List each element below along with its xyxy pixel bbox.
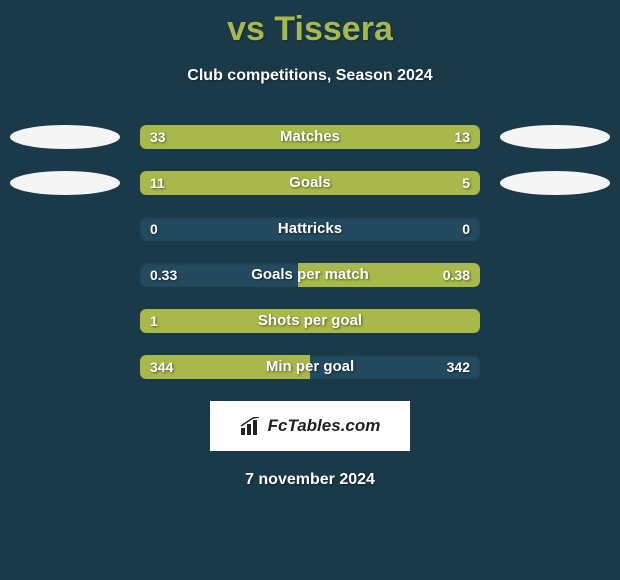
logo-text: FcTables.com: [268, 416, 381, 436]
stat-bar: 1Shots per goal: [140, 309, 480, 333]
stat-bar: 33Matches13: [140, 125, 480, 149]
comparison-subtitle: Club competitions, Season 2024: [0, 67, 620, 85]
stat-value-right: 0: [462, 217, 470, 241]
stat-label: Shots per goal: [140, 309, 480, 333]
left-badge-slot: [10, 125, 120, 149]
stat-row: 1Shots per goal: [0, 309, 620, 333]
player-badge-left: [10, 125, 120, 149]
stat-value-right: 13: [454, 125, 470, 149]
stat-value-right: 5: [462, 171, 470, 195]
stat-row: 0Hattricks0: [0, 217, 620, 241]
stat-bar: 0.33Goals per match0.38: [140, 263, 480, 287]
footer-date: 7 november 2024: [0, 471, 620, 489]
stat-bar: 344Min per goal342: [140, 355, 480, 379]
stat-label: Min per goal: [140, 355, 480, 379]
player-badge-left: [10, 171, 120, 195]
stat-row: 33Matches13: [0, 125, 620, 149]
stat-bar: 11Goals5: [140, 171, 480, 195]
comparison-title: vs Tissera: [0, 0, 620, 49]
right-badge-slot: [500, 125, 610, 149]
stat-row: 344Min per goal342: [0, 355, 620, 379]
stat-bar: 0Hattricks0: [140, 217, 480, 241]
stat-row: 11Goals5: [0, 171, 620, 195]
stat-value-right: 342: [447, 355, 470, 379]
stat-label: Hattricks: [140, 217, 480, 241]
bar-chart-icon: [240, 417, 262, 435]
player-badge-right: [500, 171, 610, 195]
player-badge-right: [500, 125, 610, 149]
stats-container: 33Matches13 11Goals5 0Hattricks0 0.33Goals …: [0, 125, 620, 379]
stat-row: 0.33Goals per match0.38: [0, 263, 620, 287]
stat-label: Matches: [140, 125, 480, 149]
stat-value-right: 0.38: [443, 263, 470, 287]
left-badge-slot: [10, 171, 120, 195]
stat-label: Goals per match: [140, 263, 480, 287]
fctables-logo[interactable]: FcTables.com: [210, 401, 410, 451]
right-badge-slot: [500, 171, 610, 195]
stat-label: Goals: [140, 171, 480, 195]
